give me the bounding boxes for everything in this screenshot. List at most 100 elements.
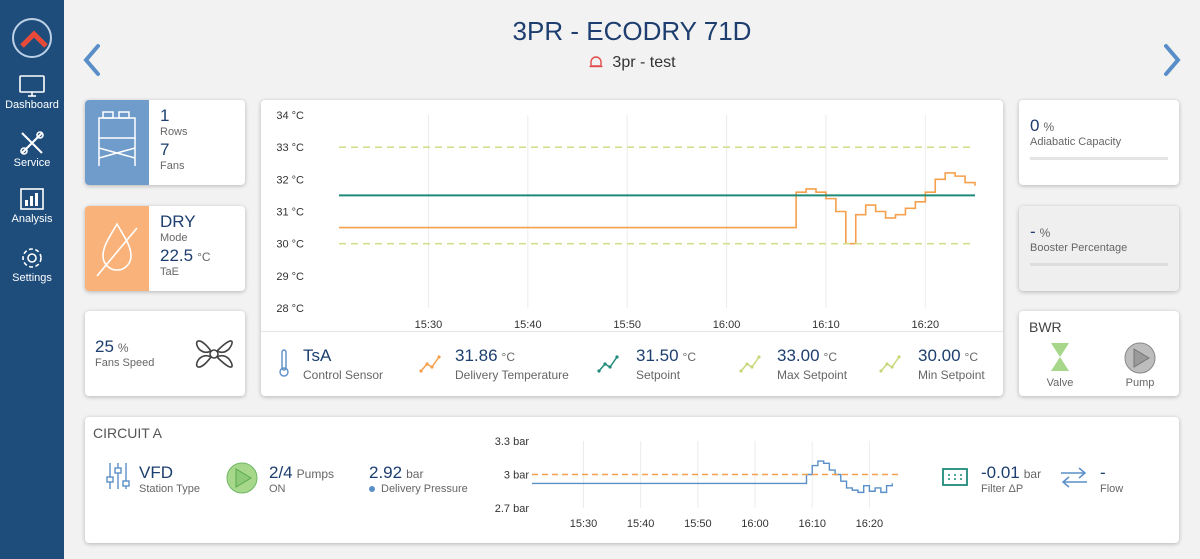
max-value: 33.00 <box>777 346 820 365</box>
mode-icon-panel <box>85 206 149 291</box>
series-line <box>339 172 976 245</box>
next-arrow-icon[interactable] <box>1160 42 1184 78</box>
fan-speed-label: Fans Speed <box>95 357 155 369</box>
flow-value: - <box>1100 463 1106 482</box>
legend-delivery: 31.86 °C Delivery Temperature <box>455 346 569 382</box>
y-tick-label: 3.3 bar <box>495 436 530 448</box>
pump-icon <box>1124 342 1156 374</box>
sidebar-item-service[interactable]: Service <box>0 130 64 169</box>
legend-min-setpoint: 30.00 °C Min Setpoint <box>918 346 985 382</box>
fan-speed-card: 25% Fans Speed <box>85 311 245 396</box>
delivery-value: 31.86 <box>455 346 498 365</box>
x-tick-label: 15:40 <box>627 518 655 530</box>
rows-label: Rows <box>160 126 188 138</box>
y-tick-label: 28 °C <box>276 303 304 315</box>
page-title: 3PR - ECODRY 71D <box>512 16 752 46</box>
filter-label: Filter ΔP <box>981 483 1024 495</box>
x-tick-label: 15:50 <box>613 319 641 330</box>
max-label: Max Setpoint <box>777 368 848 382</box>
unit-icon-panel <box>85 100 149 185</box>
sidebar-item-analysis[interactable]: Analysis <box>0 186 64 225</box>
filter-icon <box>942 468 968 486</box>
pressure-chart: 15:30 15:40 15:50 16:00 16:10 16:20 2.7 bar 3 b… <box>495 436 898 530</box>
divider <box>261 331 1003 332</box>
mode-label: Mode <box>160 232 188 244</box>
pressure-value: 2.92 <box>369 463 403 482</box>
filter-value: -0.01 <box>981 463 1020 482</box>
sidebar-item-label: Settings <box>12 272 52 284</box>
bwr-title: BWR <box>1029 319 1062 335</box>
y-tick-label: 34 °C <box>276 110 304 122</box>
min-unit: °C <box>964 350 979 364</box>
adiabatic-progress-bar <box>1030 157 1168 160</box>
setpoint-unit: °C <box>682 350 697 364</box>
valve-icon <box>1051 343 1069 371</box>
sensor-value: TsA <box>303 346 332 365</box>
analysis-icon <box>20 188 44 210</box>
delivery-label: Delivery Temperature <box>455 368 569 382</box>
filter-unit: bar <box>1023 467 1042 481</box>
booster-label: Booster Percentage <box>1030 242 1128 254</box>
water-drop-icon <box>96 222 138 277</box>
y-tick-label: 32 °C <box>276 174 304 186</box>
tae-value: 22.5 <box>160 246 194 265</box>
monitor-icon <box>19 75 45 97</box>
pressure-dot <box>369 486 375 492</box>
drycooler-icon <box>98 111 136 166</box>
adiabatic-value: 0 <box>1030 116 1040 135</box>
series-line <box>532 460 893 494</box>
x-tick-label: 16:20 <box>912 319 940 330</box>
sidebar-item-settings[interactable]: Settings <box>0 245 64 284</box>
pressure-label: Delivery Pressure <box>381 483 468 495</box>
pressure-unit: bar <box>406 467 424 481</box>
min-value: 30.00 <box>918 346 961 365</box>
bell-icon <box>589 56 603 68</box>
tae-label: TaE <box>160 266 179 278</box>
valve-label: Valve <box>1046 377 1074 389</box>
x-tick-label: 16:00 <box>741 518 769 530</box>
mode-value: DRY <box>160 212 196 231</box>
prev-arrow-icon[interactable] <box>80 42 104 78</box>
fan-icon <box>195 340 233 368</box>
pumps-label: ON <box>269 483 286 495</box>
delivery-line-icon <box>419 355 441 373</box>
page-subtitle: 3pr - test <box>64 54 1200 72</box>
sidebar-item-label: Service <box>13 157 51 169</box>
x-tick-label: 16:00 <box>713 319 741 330</box>
booster-card: -% Booster Percentage <box>1019 206 1179 291</box>
rows-value: 1 <box>160 106 170 125</box>
adiabatic-unit: % <box>1043 120 1055 134</box>
booster-unit: % <box>1039 226 1051 240</box>
sidebar-item-dashboard[interactable]: Dashboard <box>0 74 64 111</box>
circuit-title: CIRCUIT A <box>93 425 162 441</box>
x-tick-label: 16:10 <box>798 518 826 530</box>
adiabatic-label: Adiabatic Capacity <box>1030 136 1122 148</box>
pump-on-icon <box>226 462 258 494</box>
y-tick-label: 3 bar <box>504 470 529 482</box>
unit-card: 1 Rows 7 Fans <box>85 100 245 185</box>
fans-value: 7 <box>160 140 170 159</box>
y-tick-label: 29 °C <box>276 271 304 283</box>
tools-icon <box>20 131 44 155</box>
y-tick-label: 30 °C <box>276 239 304 251</box>
x-tick-label: 15:40 <box>514 319 542 330</box>
x-tick-label: 16:20 <box>856 518 884 530</box>
y-tick-label: 33 °C <box>276 142 304 154</box>
setpoint-line-icon <box>597 355 619 373</box>
thermometer-icon <box>279 349 289 377</box>
x-tick-label: 15:50 <box>684 518 712 530</box>
booster-progress-bar <box>1030 263 1168 266</box>
temperature-chart: 15:30 15:40 15:50 16:00 16:10 16:20 28 °C 29 °C… <box>276 110 976 330</box>
sidebar-item-label: Analysis <box>11 213 53 225</box>
legend-setpoint: 31.50 °C Setpoint <box>636 346 696 382</box>
x-tick-label: 16:10 <box>812 319 840 330</box>
flow-label: Flow <box>1100 483 1124 495</box>
sensor-label: Control Sensor <box>303 368 384 382</box>
logo[interactable] <box>12 18 52 58</box>
chart-legend: TsA Control Sensor 31.86 °C Delivery Temp… <box>261 332 1003 396</box>
temperature-chart-card: 15:30 15:40 15:50 16:00 16:10 16:20 28 °C 29 °C… <box>261 100 1003 396</box>
flow-arrows-icon <box>1061 467 1087 488</box>
y-tick-label: 31 °C <box>276 207 304 219</box>
max-setpoint-line-icon <box>739 355 761 373</box>
setpoint-value: 31.50 <box>636 346 679 365</box>
